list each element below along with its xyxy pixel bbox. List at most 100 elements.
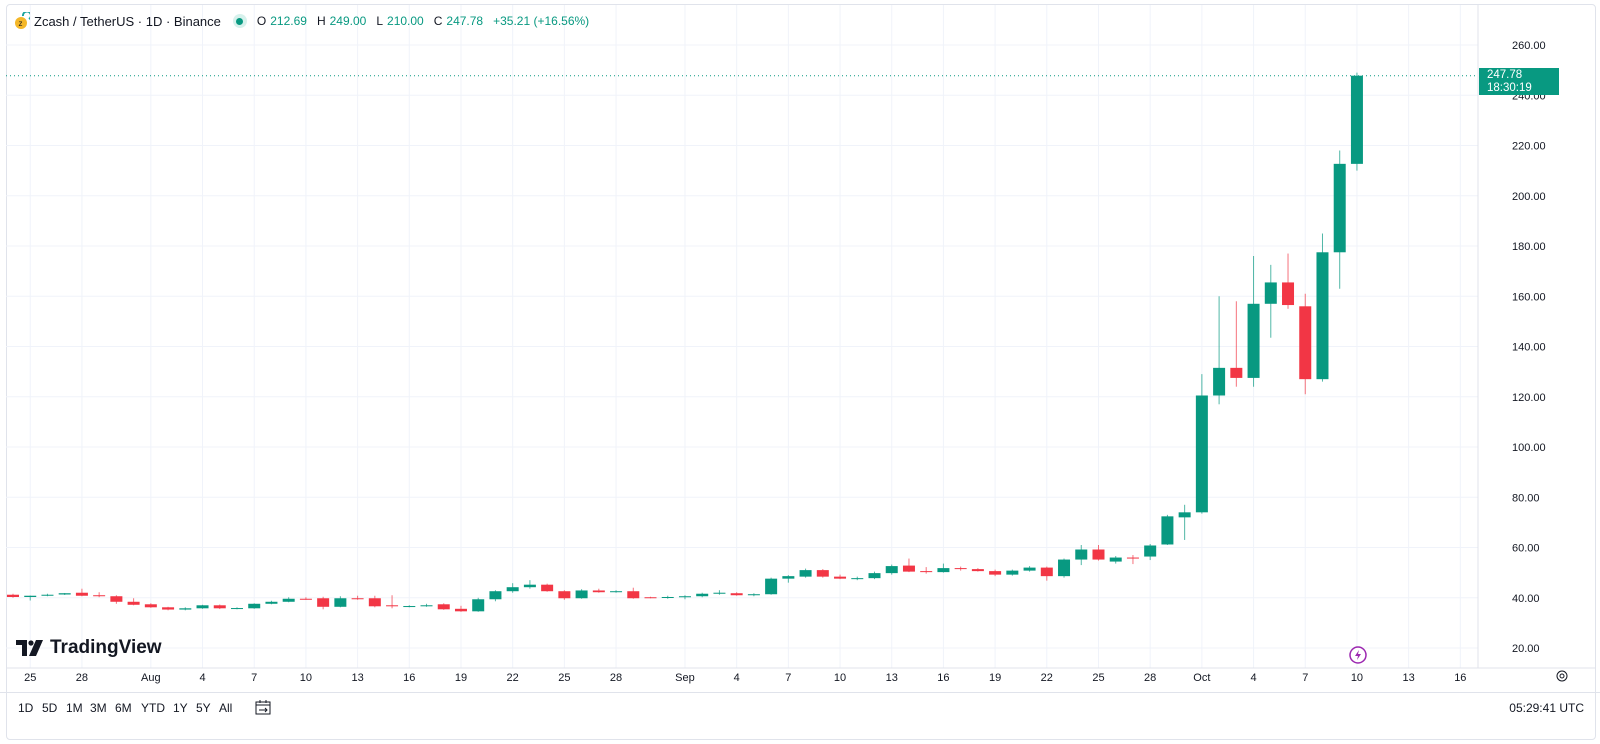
candlestick-chart[interactable]: 20.00 40.00 60.00 80.00 100.00 120.00 140.00 16… bbox=[0, 0, 1600, 692]
candle-down bbox=[644, 596, 657, 599]
candle-down bbox=[730, 592, 743, 596]
candle-up bbox=[1006, 569, 1019, 576]
time-tick-label: 4 bbox=[199, 672, 205, 684]
candle-body bbox=[162, 607, 175, 610]
tradingview-logo[interactable]: TradingView bbox=[16, 637, 162, 659]
candle-down bbox=[1092, 544, 1105, 561]
candle-up bbox=[1075, 544, 1088, 566]
candle-body bbox=[575, 590, 588, 599]
candle-body bbox=[730, 593, 743, 596]
candle-body bbox=[644, 597, 657, 599]
bar-countdown: 18:30:19 bbox=[1487, 82, 1532, 94]
timeframe-1d[interactable]: 1D bbox=[18, 701, 34, 715]
candle-body bbox=[937, 568, 950, 573]
timeframe-1y[interactable]: 1Y bbox=[173, 701, 188, 715]
candle-down bbox=[592, 588, 605, 593]
candle-up bbox=[1247, 256, 1260, 387]
candle-body bbox=[454, 608, 467, 612]
timeframe-5y[interactable]: 5Y bbox=[196, 701, 211, 715]
candle-up bbox=[472, 597, 485, 612]
symbol-title[interactable]: Zcash / TetherUS · 1D · Binance bbox=[34, 13, 221, 29]
price-tick-label: 20.00 bbox=[1512, 643, 1540, 655]
candle-body bbox=[93, 595, 106, 597]
candle-up bbox=[696, 592, 709, 598]
candle-up bbox=[334, 596, 347, 608]
candle-body bbox=[213, 605, 226, 609]
candle-up bbox=[1316, 233, 1329, 382]
candle-down bbox=[437, 603, 450, 610]
time-tick-label: 16 bbox=[937, 672, 949, 684]
svg-text:z: z bbox=[19, 19, 23, 28]
tradingview-logo-icon bbox=[16, 640, 43, 656]
price-tick-label: 260.00 bbox=[1512, 40, 1546, 52]
date-range-icon[interactable] bbox=[254, 699, 272, 717]
candles bbox=[7, 72, 1363, 612]
time-tick-label: Aug bbox=[141, 672, 161, 684]
price-tick-label: 80.00 bbox=[1512, 492, 1540, 504]
candle-body bbox=[196, 605, 209, 609]
candle-body bbox=[386, 605, 399, 607]
time-tick-label: 22 bbox=[1041, 672, 1053, 684]
candle-body bbox=[7, 594, 19, 597]
candle-down bbox=[1282, 253, 1295, 309]
candle-body bbox=[1075, 549, 1088, 560]
candle-body bbox=[971, 569, 984, 572]
market-status-icon bbox=[232, 14, 247, 28]
candle-up bbox=[403, 605, 416, 608]
price-tick-label: 160.00 bbox=[1512, 291, 1546, 303]
candle-body bbox=[368, 598, 381, 607]
candle-up bbox=[24, 595, 37, 601]
candle-body bbox=[110, 596, 123, 602]
candle-down bbox=[989, 569, 1002, 577]
candle-body bbox=[1195, 395, 1208, 513]
timeframe-1m[interactable]: 1M bbox=[66, 701, 83, 715]
utc-clock[interactable]: 05:29:41 UTC bbox=[1509, 701, 1584, 715]
price-tick-label: 120.00 bbox=[1512, 392, 1546, 404]
logo-text: TradingView bbox=[50, 637, 162, 658]
candle-up bbox=[661, 595, 674, 599]
candle-up bbox=[885, 564, 898, 575]
candle-up bbox=[282, 597, 295, 603]
time-tick-label: 22 bbox=[507, 672, 519, 684]
candle-body bbox=[885, 566, 898, 574]
candle-up bbox=[58, 592, 71, 595]
timeframe-all[interactable]: All bbox=[219, 701, 233, 715]
timeframe-3m[interactable]: 3M bbox=[90, 701, 107, 715]
candle-body bbox=[799, 570, 812, 577]
candle-up bbox=[868, 571, 881, 580]
price-tick-label: 200.00 bbox=[1512, 191, 1546, 203]
candle-down bbox=[7, 593, 19, 598]
candle-body bbox=[1144, 545, 1157, 557]
timeframe-ytd[interactable]: YTD bbox=[141, 701, 165, 715]
timeframe-5d[interactable]: 5D bbox=[42, 701, 58, 715]
candle-up bbox=[1264, 264, 1277, 338]
time-tick-label: 25 bbox=[558, 672, 570, 684]
candle-body bbox=[472, 599, 485, 612]
candle-body bbox=[317, 598, 330, 607]
candle-body bbox=[1213, 367, 1226, 396]
time-tick-label: 7 bbox=[251, 672, 257, 684]
bottom-toolbar: 1D 5D 1M 3M 6M YTD 1Y 5Y All 05:29:41 UTC bbox=[0, 692, 1600, 723]
candle-body bbox=[678, 596, 691, 598]
candle-body bbox=[989, 571, 1002, 575]
open-value: 212.69 bbox=[270, 14, 307, 28]
time-tick-label: 28 bbox=[610, 672, 622, 684]
candle-up bbox=[1350, 72, 1363, 171]
candle-body bbox=[1299, 306, 1312, 380]
candle-up bbox=[1161, 514, 1174, 545]
time-tick-label: 19 bbox=[455, 672, 467, 684]
chart-frame bbox=[6, 4, 1596, 740]
time-tick-label: 25 bbox=[1092, 672, 1104, 684]
time-tick-label: 28 bbox=[1144, 672, 1156, 684]
lightning-icon[interactable] bbox=[1349, 646, 1367, 664]
candle-down bbox=[834, 574, 847, 580]
candle-up bbox=[937, 563, 950, 573]
auto-scale-icon[interactable] bbox=[1556, 670, 1568, 682]
candle-body bbox=[1092, 549, 1105, 560]
candle-down bbox=[902, 558, 915, 573]
price-tick-label: 140.00 bbox=[1512, 342, 1546, 354]
candle-body bbox=[782, 576, 795, 579]
time-tick-label: 10 bbox=[1351, 672, 1363, 684]
timeframe-6m[interactable]: 6M bbox=[115, 701, 132, 715]
price-tick-label: 100.00 bbox=[1512, 442, 1546, 454]
